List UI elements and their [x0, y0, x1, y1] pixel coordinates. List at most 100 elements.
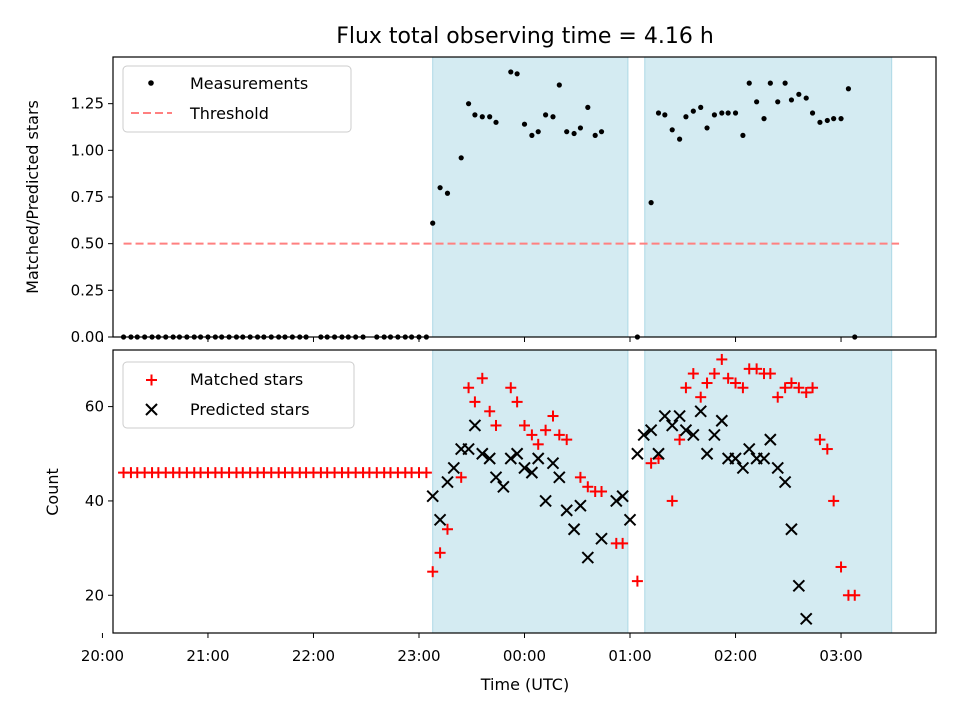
- matched-stars-point: [561, 434, 573, 446]
- measurements-point: [838, 116, 844, 122]
- predicted-stars-point: [708, 428, 721, 442]
- measurements-point: [767, 80, 773, 86]
- predicted-stars-point: [687, 428, 700, 442]
- matched-stars-point: [526, 429, 538, 441]
- measurements-point: [719, 110, 725, 116]
- predicted-stars-point: [560, 504, 573, 517]
- xtick-label: 00:00: [503, 647, 546, 665]
- matched-stars-point: [596, 486, 608, 497]
- ratio-panel: 0.00 0.25 0.50 0.75 1.00 1.25 Matched/Predict…: [23, 56, 937, 346]
- predicted-stars-point: [666, 419, 679, 432]
- predicted-stars-point: [623, 513, 637, 527]
- measurements-point: [754, 99, 760, 105]
- measurements-point: [824, 117, 830, 124]
- measurements-point: [740, 132, 746, 138]
- xtick-label: 01:00: [608, 647, 651, 665]
- xtick-label: 22:00: [292, 647, 335, 665]
- matched-stars-point: [434, 547, 446, 559]
- predicted-stars-point: [785, 523, 798, 536]
- matched-stars-point: [751, 363, 763, 375]
- xtick-label: 02:00: [714, 647, 757, 665]
- measurements-point: [598, 129, 605, 135]
- predicted-stars-point: [757, 452, 771, 465]
- predicted-stars-point: [476, 447, 489, 460]
- matched-stars-point: [716, 353, 728, 365]
- matched-stars-point: [687, 368, 699, 380]
- xtick-label: 21:00: [186, 647, 229, 665]
- matched-stars-point: [821, 443, 833, 455]
- xtick-label: 03:00: [819, 647, 862, 665]
- matched-stars-point: [737, 382, 749, 394]
- matched-legend-label: Matched stars: [190, 370, 303, 389]
- measurements-point: [479, 114, 485, 120]
- measurements-point: [535, 129, 541, 135]
- measurements-point: [487, 114, 493, 120]
- measurements-point: [711, 112, 718, 118]
- matched-stars-point: [785, 377, 797, 389]
- measurements-point: [577, 125, 584, 131]
- predicted-stars-point: [532, 452, 545, 465]
- predicted-stars-point: [468, 419, 482, 432]
- matched-stars-point: [490, 419, 502, 431]
- matched-stars-point: [519, 419, 530, 431]
- ratio-ytick-label: 0.75: [71, 188, 104, 206]
- predicted-stars-point: [426, 490, 439, 503]
- ratio-shaded-interval-1: [644, 56, 893, 338]
- xtick-label: 20:00: [81, 647, 124, 665]
- measurements-point: [704, 125, 710, 131]
- measurements-point: [564, 129, 570, 135]
- predicted-stars-point: [792, 579, 806, 593]
- matched-stars-point: [701, 377, 713, 389]
- measurements-point: [508, 69, 514, 75]
- predicted-stars-point: [441, 475, 454, 489]
- measurements-point: [648, 200, 654, 206]
- predicted-legend-label: Predicted stars: [190, 400, 310, 419]
- predicted-stars-point: [462, 442, 475, 456]
- count-ytick-label: 40: [85, 492, 104, 510]
- measurements-point: [817, 119, 823, 125]
- chart-title: Flux total observing time = 4.16 h: [336, 24, 714, 49]
- matched-stars-point: [828, 495, 840, 507]
- matched-stars-point: [511, 396, 523, 408]
- measurements-point: [809, 110, 816, 116]
- predicted-stars-point: [729, 452, 742, 465]
- predicted-stars-point: [483, 452, 496, 465]
- measurements-point: [655, 110, 662, 116]
- matched-stars-point: [708, 368, 720, 380]
- measurements-point: [698, 104, 704, 110]
- measurements-point: [571, 130, 577, 137]
- matched-stars-point: [617, 537, 629, 549]
- predicted-stars-point: [652, 447, 665, 460]
- measurements-point: [444, 190, 451, 196]
- predicted-stars-point: [518, 461, 531, 475]
- predicted-stars-point: [637, 428, 650, 442]
- measurements-point: [669, 127, 675, 133]
- matched-stars-point: [800, 386, 812, 398]
- measurements-point: [472, 112, 478, 118]
- predicted-stars-point: [539, 494, 552, 508]
- measurements-point: [585, 104, 591, 110]
- count-legend: Matched stars Predicted stars: [122, 361, 355, 429]
- measurements-legend-label: Measurements: [190, 74, 308, 93]
- predicted-stars-point: [546, 456, 560, 470]
- matched-stars-point: [582, 481, 594, 493]
- predicted-stars-point: [581, 551, 595, 564]
- matched-stars-point: [441, 523, 453, 535]
- matched-stars-point: [814, 434, 826, 446]
- predicted-stars-point: [610, 494, 623, 508]
- predicted-stars-point: [574, 499, 587, 512]
- ratio-legend: Measurements Threshold: [122, 65, 352, 133]
- predicted-stars-point: [694, 405, 707, 418]
- predicted-stars-point: [764, 433, 777, 446]
- matched-stars-point: [476, 372, 488, 384]
- predicted-stars-point: [743, 442, 756, 456]
- matched-stars-point: [547, 410, 559, 422]
- measurements-point: [677, 136, 683, 142]
- measurements-point: [803, 95, 809, 101]
- measurements-point: [746, 80, 752, 86]
- predicted-stars-point: [673, 409, 686, 423]
- xtick-label: 23:00: [397, 647, 440, 665]
- matched-stars-point: [420, 467, 432, 479]
- predicted-stars-point: [778, 475, 792, 489]
- predicted-stars-point: [595, 532, 608, 545]
